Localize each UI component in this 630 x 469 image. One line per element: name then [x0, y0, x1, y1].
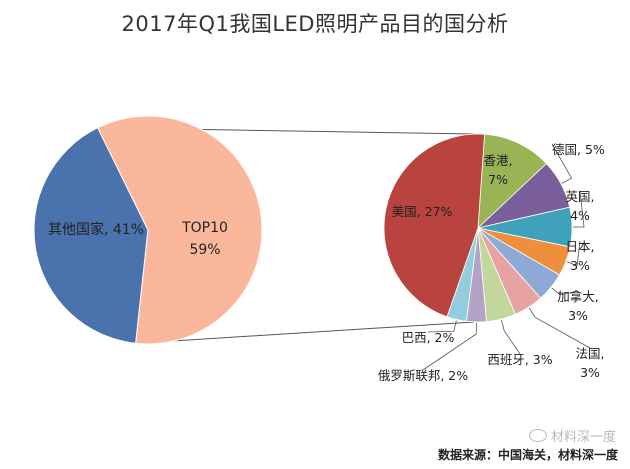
- pie-right-slice-usa: [383, 133, 485, 318]
- pie-left-slice-top10: [96, 115, 263, 345]
- pie-right-label-japan: 日本, 3%: [566, 239, 595, 273]
- chart-title: 2017年Q1我国LED照明产品目的国分析: [121, 12, 509, 36]
- pie-right-label-germany: 德国, 5%: [552, 142, 605, 157]
- leader-line-france: [528, 307, 591, 349]
- watermark: 材料深一度: [528, 426, 616, 445]
- pie-right-label-canada: 加拿大, 3%: [557, 289, 598, 323]
- leader-line-brazil: [427, 320, 457, 333]
- pie-right-label-brazil: 巴西, 2%: [402, 330, 455, 345]
- leader-line-germany: [551, 143, 573, 184]
- watermark-text: 材料深一度: [550, 430, 616, 445]
- leader-line-japan: [566, 240, 581, 267]
- leader-line-spain: [501, 319, 521, 355]
- pie-right-label-spain: 西班牙, 3%: [487, 352, 552, 367]
- pie-right-label-usa: 美国, 27%: [392, 204, 453, 219]
- pie-right-label-hongkong: 香港, 7%: [484, 153, 513, 187]
- leader-line-canada: [551, 287, 579, 296]
- source-note: 数据来源：中国海关，材料深一度: [437, 448, 618, 462]
- leader-line-uk: [572, 190, 585, 228]
- pie-right-label-russia: 俄罗斯联邦, 2%: [378, 368, 468, 383]
- pie-left-label-top10: TOP10 59%: [181, 220, 228, 258]
- leader-line-russia: [422, 322, 477, 371]
- pie-right-label-uk: 英国, 4%: [566, 189, 595, 223]
- pie-right-slice-hongkong: [477, 133, 547, 229]
- connector-line-bottom: [135, 321, 475, 344]
- pie-left-slice-other: [33, 127, 149, 344]
- pie-left-label-other: 其他国家, 41%: [48, 221, 144, 238]
- pie-right-label-france: 法国, 3%: [576, 346, 605, 380]
- wechat-icon: [528, 429, 547, 442]
